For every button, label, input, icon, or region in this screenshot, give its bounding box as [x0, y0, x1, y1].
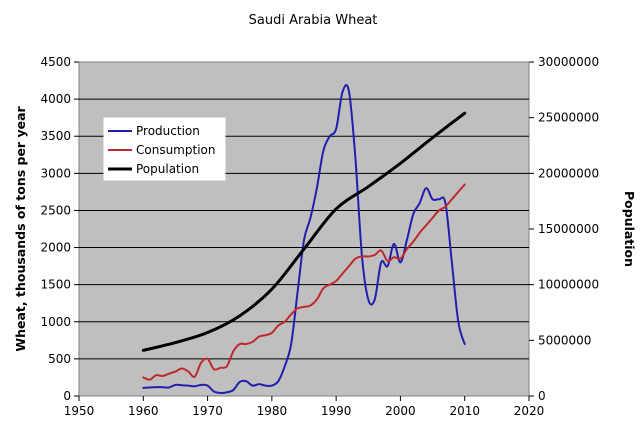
series-line-population [141, 111, 467, 352]
y-tick-label: 4500 [40, 55, 71, 69]
x-tick-label: 1990 [321, 404, 352, 418]
x-tick-label: 1970 [192, 404, 223, 418]
y-tick-label: 3500 [40, 129, 71, 143]
y2-tick-label: 0 [538, 389, 546, 403]
y-tick-label: 2000 [40, 241, 71, 255]
chart-title: Saudi Arabia Wheat [249, 13, 378, 28]
y-axis-ticks: 0 500 1000 1500 2000 2500 3000 3500 4000 4500 [40, 55, 79, 403]
x-tick-label: 2020 [514, 404, 545, 418]
x-tick-label: 1960 [128, 404, 159, 418]
y-tick-label: 1000 [40, 315, 71, 329]
y-tick-label: 500 [48, 352, 71, 366]
x-tick-label: 1950 [64, 404, 95, 418]
y-tick-label: 3000 [40, 166, 71, 180]
y2-tick-label: 10000000 [538, 278, 599, 292]
y-axis-label: Wheat, thousands of tons per year [13, 105, 28, 351]
y2-tick-label: 5000000 [538, 333, 591, 347]
legend: Production Consumption Population [103, 117, 226, 181]
y-tick-label: 1500 [40, 278, 71, 292]
x-tick-label: 1980 [257, 404, 288, 418]
x-tick-label: 2010 [449, 404, 480, 418]
series-line-consumption [142, 183, 466, 381]
series-line-production [142, 84, 466, 395]
y-tick-label: 0 [63, 389, 71, 403]
y2-tick-label: 25000000 [538, 111, 599, 125]
y2-tick-label: 30000000 [538, 55, 599, 69]
y-tick-label: 2500 [40, 203, 71, 217]
legend-label-consumption: Consumption [136, 143, 215, 157]
y-tick-label: 4000 [40, 92, 71, 106]
y2-tick-label: 20000000 [538, 166, 599, 180]
y2-tick-label: 15000000 [538, 222, 599, 236]
y2-axis-ticks: 0 5000000 10000000 15000000 20000000 25000000… [529, 55, 599, 403]
series-lines [141, 84, 467, 395]
y2-axis-label: Population [622, 191, 637, 267]
legend-label-population: Population [136, 162, 199, 176]
x-tick-label: 2000 [385, 404, 416, 418]
x-axis-ticks: 1950 1960 1970 1980 1990 2000 2010 2020 [64, 396, 545, 418]
plot-area [78, 61, 530, 397]
legend-label-production: Production [136, 124, 200, 138]
